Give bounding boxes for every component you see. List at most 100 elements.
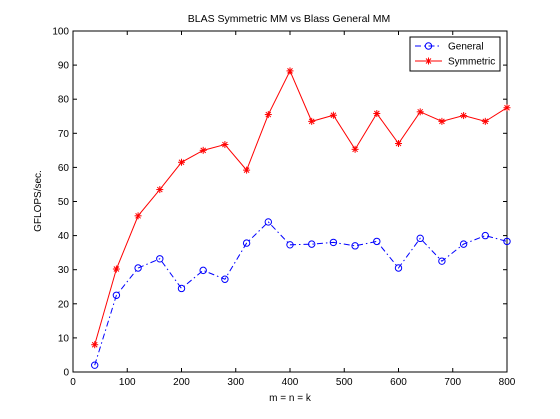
marker-stroke (373, 110, 380, 117)
marker-stroke (395, 140, 402, 147)
data-point-symmetric (481, 117, 489, 125)
marker-stroke (178, 159, 185, 166)
data-point-general (199, 266, 207, 275)
marker-stroke (308, 118, 315, 125)
data-point-general (156, 255, 164, 263)
marker-stroke (243, 167, 250, 173)
data-point-general (503, 237, 511, 246)
y-tick-label: 70 (58, 129, 70, 140)
legend-label-general: General (448, 42, 484, 53)
x-tick-label: 700 (444, 377, 461, 388)
data-point-symmetric (460, 112, 468, 120)
x-tick-label: 800 (499, 377, 516, 388)
data-point-symmetric (178, 158, 185, 166)
series-line-symmetric (94, 69, 508, 345)
data-point-symmetric (199, 146, 207, 154)
data-point-general (134, 264, 142, 272)
y-tick-label: 10 (58, 333, 70, 344)
data-point-general (394, 264, 403, 272)
x-tick-label: 200 (173, 377, 190, 388)
data-point-general (221, 275, 229, 283)
data-point-symmetric (416, 108, 424, 116)
marker-stroke (417, 108, 424, 115)
marker-stroke (504, 104, 510, 111)
x-tick-label: 0 (70, 377, 76, 388)
legend-label-symmetric: Symmetric (448, 57, 495, 68)
marker-stroke (265, 111, 272, 118)
y-axis-title: GFLOPS/sec. (33, 170, 44, 232)
data-point-symmetric (134, 212, 142, 220)
y-tick-label: 50 (58, 197, 70, 208)
legend-item-symmetric: Symmetric (415, 57, 495, 68)
y-tick-label: 60 (58, 163, 70, 174)
data-point-general (459, 240, 468, 248)
data-point-symmetric (112, 265, 120, 273)
y-axis: 0 10 20 30 40 50 60 70 80 90 100 (52, 27, 507, 379)
data-point-symmetric (503, 104, 511, 112)
y-tick-label: 30 (58, 265, 70, 276)
y-tick-label: 100 (52, 27, 69, 38)
data-point-general (91, 361, 99, 369)
data-point-general (308, 240, 316, 248)
series-general (91, 218, 511, 369)
plot-area (72, 30, 508, 373)
data-point-symmetric (286, 67, 294, 75)
data-point-general (286, 241, 294, 249)
data-point-symmetric (243, 166, 251, 174)
series-line-general (94, 221, 508, 366)
legend: General Symmetric (409, 36, 501, 72)
data-point-general (264, 218, 272, 226)
data-point-general (438, 257, 446, 265)
x-axis: 0 100 200 300 400 500 600 700 800 (70, 31, 516, 388)
x-tick-label: 500 (336, 377, 353, 388)
data-point-general (416, 234, 424, 243)
marker-stroke (200, 147, 207, 154)
data-point-symmetric (438, 117, 446, 125)
x-tick-label: 100 (119, 377, 136, 388)
data-point-symmetric (156, 186, 164, 194)
data-point-symmetric (395, 140, 402, 148)
marker-stroke (425, 58, 432, 64)
marker-stroke (287, 68, 293, 74)
marker-stroke (352, 146, 358, 153)
data-point-symmetric (264, 111, 272, 119)
x-tick-label: 300 (227, 377, 244, 388)
x-tick-label: 400 (282, 377, 299, 388)
data-point-general (329, 238, 338, 247)
marker-stroke (222, 141, 228, 148)
data-point-general (112, 291, 121, 299)
marker-stroke (156, 186, 163, 193)
legend-marker-general (424, 42, 433, 50)
legend-box (409, 36, 501, 72)
marker-stroke (439, 118, 445, 125)
data-point-general (351, 242, 359, 250)
data-point-symmetric (221, 141, 229, 149)
y-tick-label: 80 (58, 95, 70, 106)
marker-stroke (482, 118, 489, 125)
chart-title: BLAS Symmetric MM vs Blass General MM (188, 13, 390, 25)
marker-stroke (330, 112, 337, 119)
data-point-symmetric (308, 117, 316, 125)
marker-stroke (113, 266, 120, 272)
y-tick-label: 90 (58, 61, 70, 72)
series-symmetric (91, 67, 511, 349)
data-point-general (373, 237, 381, 246)
data-point-symmetric (329, 111, 337, 119)
legend-item-general: General (415, 42, 484, 53)
data-point-symmetric (91, 341, 99, 349)
legend-marker-symmetric (425, 57, 432, 65)
x-tick-label: 600 (390, 377, 407, 388)
y-tick-label: 20 (58, 299, 70, 310)
series-layer (91, 67, 511, 369)
marker-stroke (460, 112, 467, 119)
data-point-general (242, 239, 251, 247)
data-point-general (177, 284, 186, 293)
y-tick-label: 40 (58, 231, 70, 242)
data-point-symmetric (373, 110, 381, 118)
x-axis-title: m = n = k (269, 393, 312, 404)
marker-stroke (91, 341, 98, 348)
data-point-symmetric (351, 145, 359, 153)
marker-stroke (135, 212, 141, 219)
